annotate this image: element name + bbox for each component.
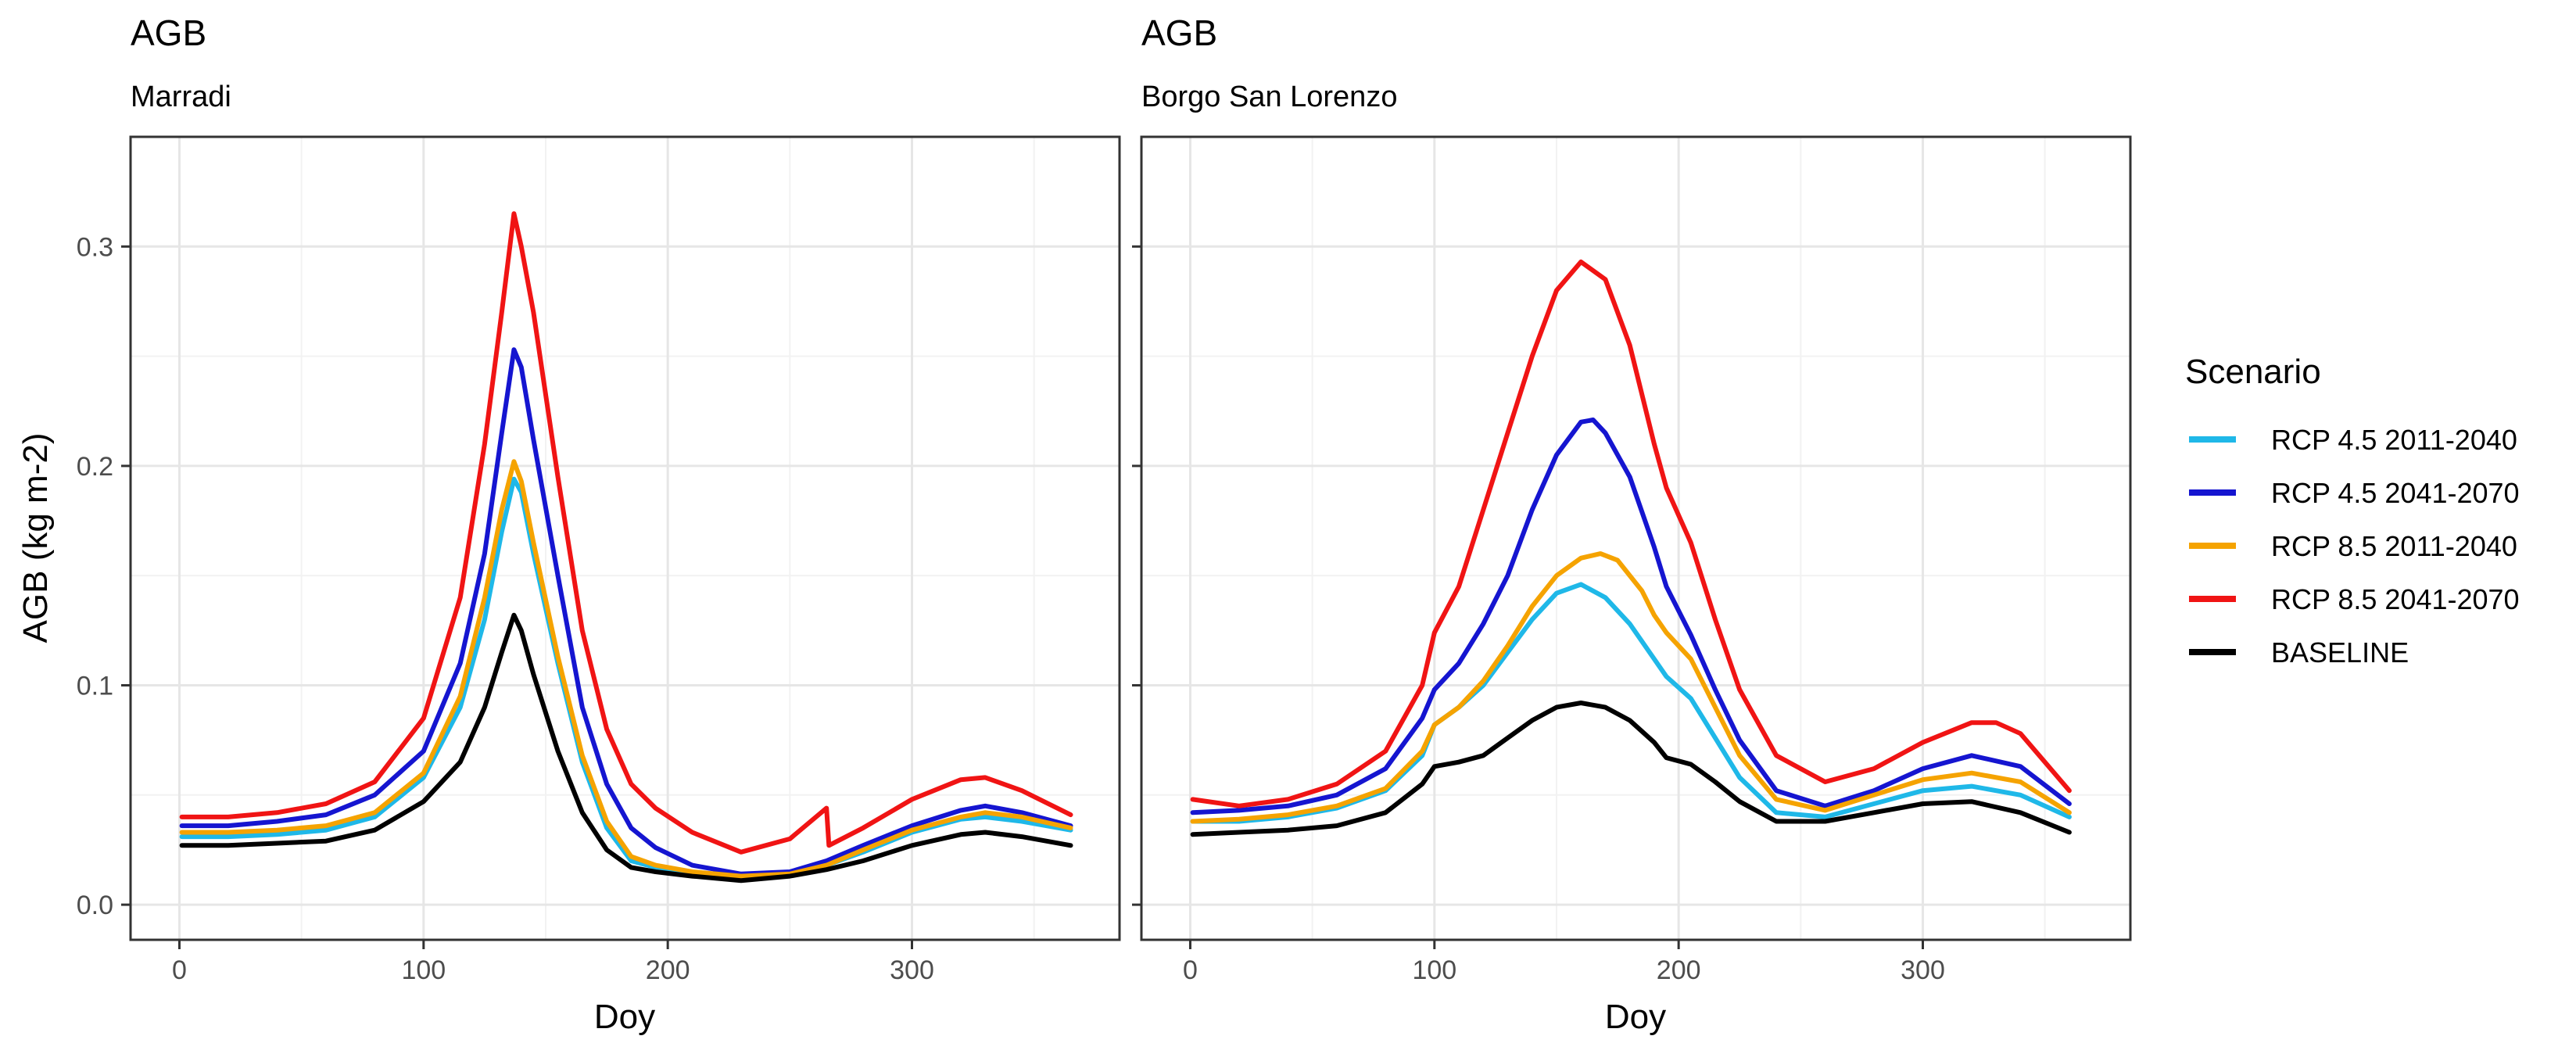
x-axis-title: Doy	[594, 998, 655, 1036]
y-tick-label: 0.1	[77, 672, 113, 701]
x-axis: 0 100 200 300	[172, 940, 934, 985]
x-tick-label: 100	[1412, 955, 1456, 985]
x-tick-label: 0	[172, 955, 187, 985]
y-tick-label: 0.2	[77, 452, 113, 482]
series-line-rcp-8-5-2041-2070	[179, 211, 1073, 855]
legend-label: RCP 4.5 2041-2070	[2271, 477, 2520, 509]
legend-label: BASELINE	[2271, 636, 2409, 669]
x-axis-title: Doy	[1605, 998, 1666, 1036]
series-line-baseline	[179, 612, 1073, 884]
x-tick-label: 200	[1657, 955, 1701, 985]
panel-border	[129, 135, 1121, 941]
series-line-rcp-8-5-2011-2040	[1190, 551, 2072, 824]
y-axis	[1132, 245, 1141, 906]
plot-background	[131, 137, 1120, 940]
legend-item: RCP 4.5 2011-2040	[2189, 424, 2517, 456]
panel-title: AGB	[1141, 13, 1217, 53]
grid	[131, 136, 1120, 940]
y-axis: 0.0 0.1 0.2 0.3	[77, 232, 131, 920]
series-lines	[1190, 259, 2072, 837]
series-line-rcp-4-5-2041-2070	[1190, 418, 2072, 815]
panel-borgo-san-lorenzo: AGB Borgo San Lorenzo 0 100 200 300 Doy	[1132, 13, 2132, 1036]
x-tick-label: 100	[401, 955, 446, 985]
series-line-baseline	[1190, 701, 2072, 837]
x-axis: 0 100 200 300	[1183, 940, 1945, 985]
legend: Scenario RCP 4.5 2011-2040 RCP 4.5 2041-2…	[2185, 353, 2520, 669]
series-lines	[179, 211, 1073, 884]
series-line-rcp-4-5-2041-2070	[179, 347, 1073, 876]
panel-border	[1140, 135, 2132, 941]
y-axis-title: AGB (kg m-2)	[16, 433, 55, 643]
legend-label: RCP 8.5 2011-2040	[2271, 530, 2517, 562]
legend-label: RCP 8.5 2041-2070	[2271, 583, 2520, 615]
legend-item: RCP 8.5 2041-2070	[2189, 583, 2520, 615]
y-tick-label: 0.0	[77, 891, 113, 920]
panel-marradi: AGB Marradi 0 100 200 300 0.00.10.20.3 Doy …	[16, 13, 1121, 1036]
x-tick-label: 200	[646, 955, 690, 985]
series-line-rcp-8-5-2011-2040	[179, 459, 1073, 879]
panel-title: AGB	[131, 13, 206, 53]
x-tick-label: 300	[890, 955, 934, 985]
series-line-rcp-8-5-2041-2070	[1190, 259, 2072, 808]
legend-item: BASELINE	[2189, 636, 2409, 669]
x-tick-label: 300	[1901, 955, 1945, 985]
plot-background	[1141, 137, 2130, 940]
legend-label: RCP 4.5 2011-2040	[2271, 424, 2517, 456]
panel-subtitle: Borgo San Lorenzo	[1141, 81, 1397, 113]
x-tick-label: 0	[1183, 955, 1198, 985]
legend-item: RCP 4.5 2041-2070	[2189, 477, 2520, 509]
y-tick-label: 0.3	[77, 232, 113, 262]
legend-title: Scenario	[2185, 353, 2321, 391]
legend-item: RCP 8.5 2011-2040	[2189, 530, 2517, 562]
panel-subtitle: Marradi	[131, 81, 231, 113]
